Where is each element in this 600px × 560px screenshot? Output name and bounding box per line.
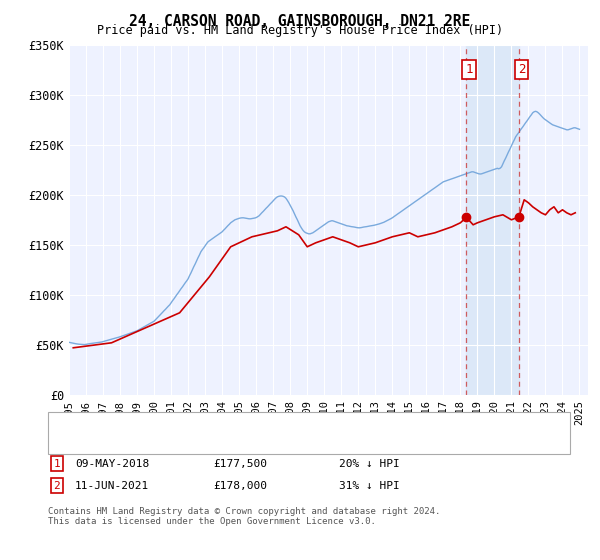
Text: 20% ↓ HPI: 20% ↓ HPI: [339, 459, 400, 469]
Text: 11-JUN-2021: 11-JUN-2021: [75, 480, 149, 491]
Text: ─────: ─────: [60, 418, 94, 428]
Text: ─────: ─────: [60, 437, 94, 447]
Text: HPI: Average price, detached house, West Lindsey: HPI: Average price, detached house, West…: [102, 437, 402, 447]
Text: 09-MAY-2018: 09-MAY-2018: [75, 459, 149, 469]
Text: 1: 1: [465, 63, 473, 76]
Text: £178,000: £178,000: [213, 480, 267, 491]
Text: 2: 2: [518, 63, 525, 76]
Text: £177,500: £177,500: [213, 459, 267, 469]
Text: 2: 2: [53, 480, 61, 491]
Text: Contains HM Land Registry data © Crown copyright and database right 2024.
This d: Contains HM Land Registry data © Crown c…: [48, 507, 440, 526]
Text: 31% ↓ HPI: 31% ↓ HPI: [339, 480, 400, 491]
Text: 24, CARSON ROAD, GAINSBOROUGH, DN21 2RE (detached house): 24, CARSON ROAD, GAINSBOROUGH, DN21 2RE …: [102, 418, 452, 428]
Text: Price paid vs. HM Land Registry's House Price Index (HPI): Price paid vs. HM Land Registry's House …: [97, 24, 503, 37]
Text: 24, CARSON ROAD, GAINSBOROUGH, DN21 2RE: 24, CARSON ROAD, GAINSBOROUGH, DN21 2RE: [130, 14, 470, 29]
Bar: [466, 45, 519, 395]
Text: 1: 1: [53, 459, 61, 469]
